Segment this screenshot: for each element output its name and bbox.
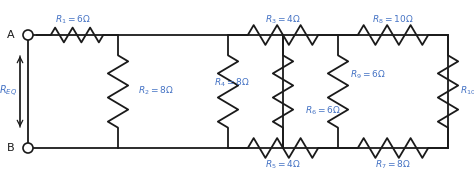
Text: $R_7 = 8\Omega$: $R_7 = 8\Omega$ <box>375 159 411 171</box>
Text: $R_3 = 4\Omega$: $R_3 = 4\Omega$ <box>265 14 301 26</box>
Text: B: B <box>8 143 15 153</box>
Circle shape <box>23 30 33 40</box>
Text: $R_9 = 6\Omega$: $R_9 = 6\Omega$ <box>350 69 386 81</box>
Text: $R_4 = 8\Omega$: $R_4 = 8\Omega$ <box>214 77 250 89</box>
Text: $R_1 = 6\Omega$: $R_1 = 6\Omega$ <box>55 14 91 26</box>
Text: $R_{EQ}$: $R_{EQ}$ <box>0 83 17 99</box>
Text: $R_2 = 8\Omega$: $R_2 = 8\Omega$ <box>138 85 174 97</box>
Text: $R_{10} = 2\Omega$: $R_{10} = 2\Omega$ <box>460 85 474 97</box>
Circle shape <box>23 143 33 153</box>
Text: $R_8 = 10\Omega$: $R_8 = 10\Omega$ <box>372 14 414 26</box>
Text: $R_5 = 4\Omega$: $R_5 = 4\Omega$ <box>265 159 301 171</box>
Text: A: A <box>8 30 15 40</box>
Text: $R_6 = 6\Omega$: $R_6 = 6\Omega$ <box>305 105 341 117</box>
